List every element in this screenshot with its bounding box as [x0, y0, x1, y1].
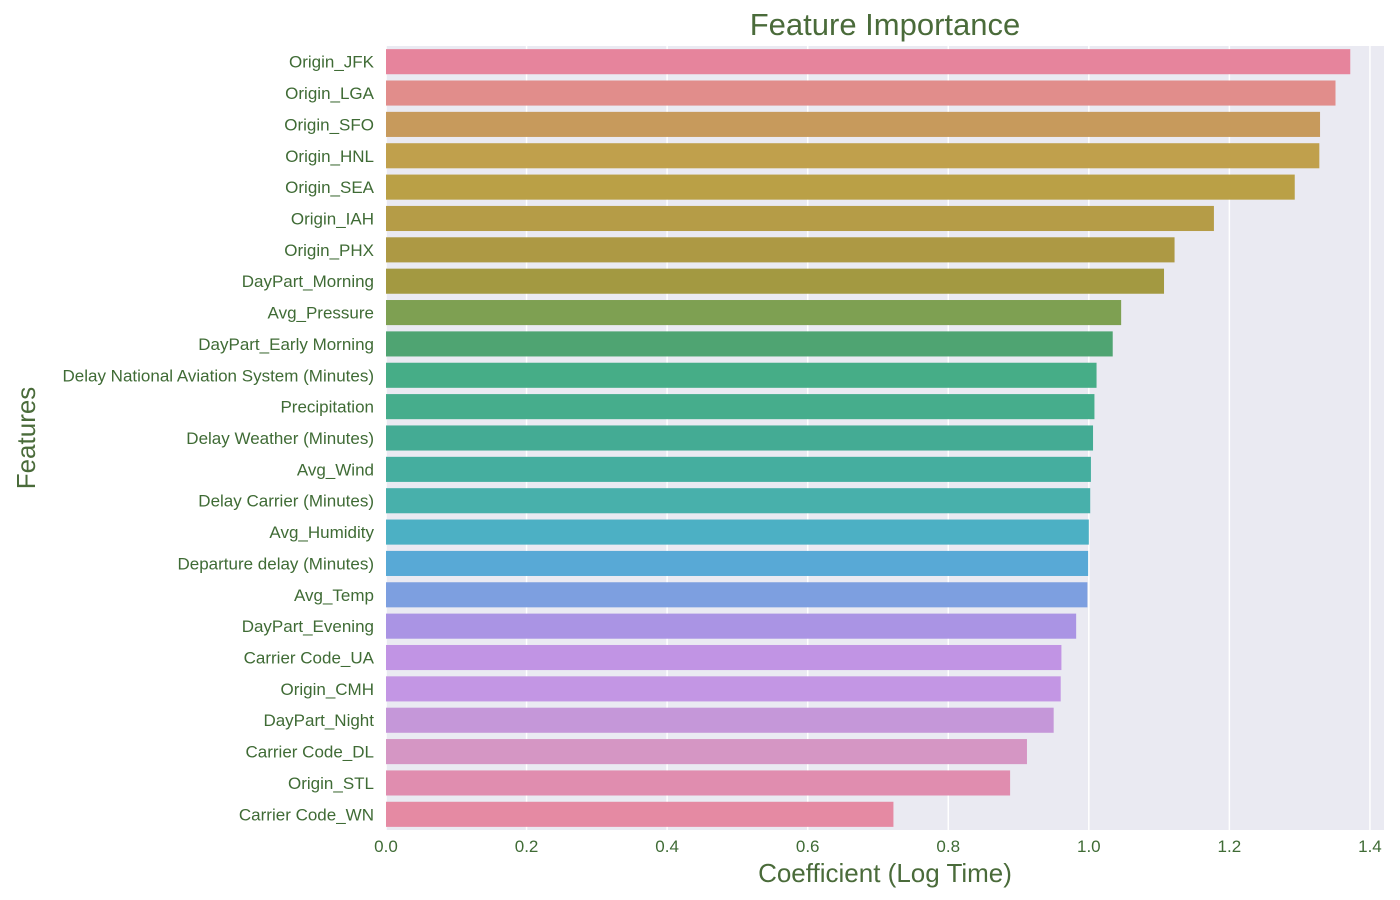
y-axis-label: Features	[11, 387, 41, 490]
category-label: Avg_Pressure	[268, 304, 374, 323]
category-label: Avg_Wind	[297, 460, 374, 479]
category-label: Origin_IAH	[291, 209, 374, 228]
category-label: Departure delay (Minutes)	[177, 554, 374, 573]
bar	[386, 425, 1094, 451]
bar	[386, 394, 1095, 420]
bar	[386, 613, 1077, 639]
x-tick-label: 0.2	[515, 837, 539, 856]
category-label: DayPart_Early Morning	[198, 335, 374, 354]
category-labels: Origin_JFK Origin_LGA Origin_SFO Origin_HNL…	[63, 53, 375, 825]
category-label: Origin_PHX	[284, 241, 374, 260]
x-tick-label: 1.4	[1358, 837, 1382, 856]
bar	[386, 739, 1027, 765]
bar	[386, 80, 1336, 106]
x-tick-label: 1.2	[1218, 837, 1242, 856]
x-axis-label: Coefficient (Log Time)	[758, 858, 1012, 888]
x-tick-label: 0.6	[796, 837, 820, 856]
category-label: Carrier Code_WN	[239, 805, 374, 824]
category-label: DayPart_Night	[263, 711, 374, 730]
bar	[386, 111, 1321, 137]
bar	[386, 770, 1011, 796]
category-label: Origin_CMH	[280, 680, 374, 699]
category-label: Delay Carrier (Minutes)	[198, 492, 374, 511]
bar	[386, 174, 1295, 200]
bar	[386, 143, 1320, 169]
bar	[386, 550, 1089, 576]
x-tick-labels: 0.0 0.2 0.4 0.6 0.8 1.0 1.2 1.4	[374, 837, 1382, 856]
bar	[386, 331, 1113, 357]
bar	[386, 49, 1351, 75]
bar	[386, 644, 1062, 671]
x-tick-label: 1.0	[1077, 837, 1101, 856]
bar	[386, 519, 1089, 545]
bar	[386, 488, 1091, 514]
category-label: DayPart_Evening	[242, 617, 374, 636]
category-label: Origin_LGA	[285, 84, 374, 103]
category-label: Delay Weather (Minutes)	[186, 429, 374, 448]
category-label: Origin_HNL	[285, 147, 374, 166]
bar	[386, 300, 1122, 326]
chart-title: Feature Importance	[750, 7, 1021, 42]
bar	[386, 676, 1061, 702]
bar	[386, 362, 1097, 388]
x-tick-label: 0.8	[936, 837, 960, 856]
category-label: Avg_Temp	[294, 586, 374, 605]
category-label: Origin_JFK	[289, 53, 375, 72]
category-label: Precipitation	[280, 398, 374, 417]
bar	[386, 707, 1054, 733]
bar	[386, 268, 1165, 294]
category-label: Carrier Code_UA	[244, 649, 375, 668]
bar	[386, 237, 1175, 263]
x-tick-label: 0.4	[655, 837, 679, 856]
bar	[386, 801, 894, 827]
category-label: Origin_SEA	[285, 178, 374, 197]
category-label: DayPart_Morning	[242, 272, 374, 291]
category-label: Avg_Humidity	[269, 523, 374, 542]
category-label: Delay National Aviation System (Minutes)	[63, 366, 375, 385]
bar	[386, 582, 1088, 608]
bar	[386, 205, 1214, 232]
category-label: Origin_SFO	[284, 115, 374, 134]
category-label: Carrier Code_DL	[246, 743, 375, 762]
bars	[386, 49, 1351, 827]
x-tick-label: 0.0	[374, 837, 398, 856]
category-label: Origin_STL	[288, 774, 374, 793]
bar	[386, 456, 1091, 482]
